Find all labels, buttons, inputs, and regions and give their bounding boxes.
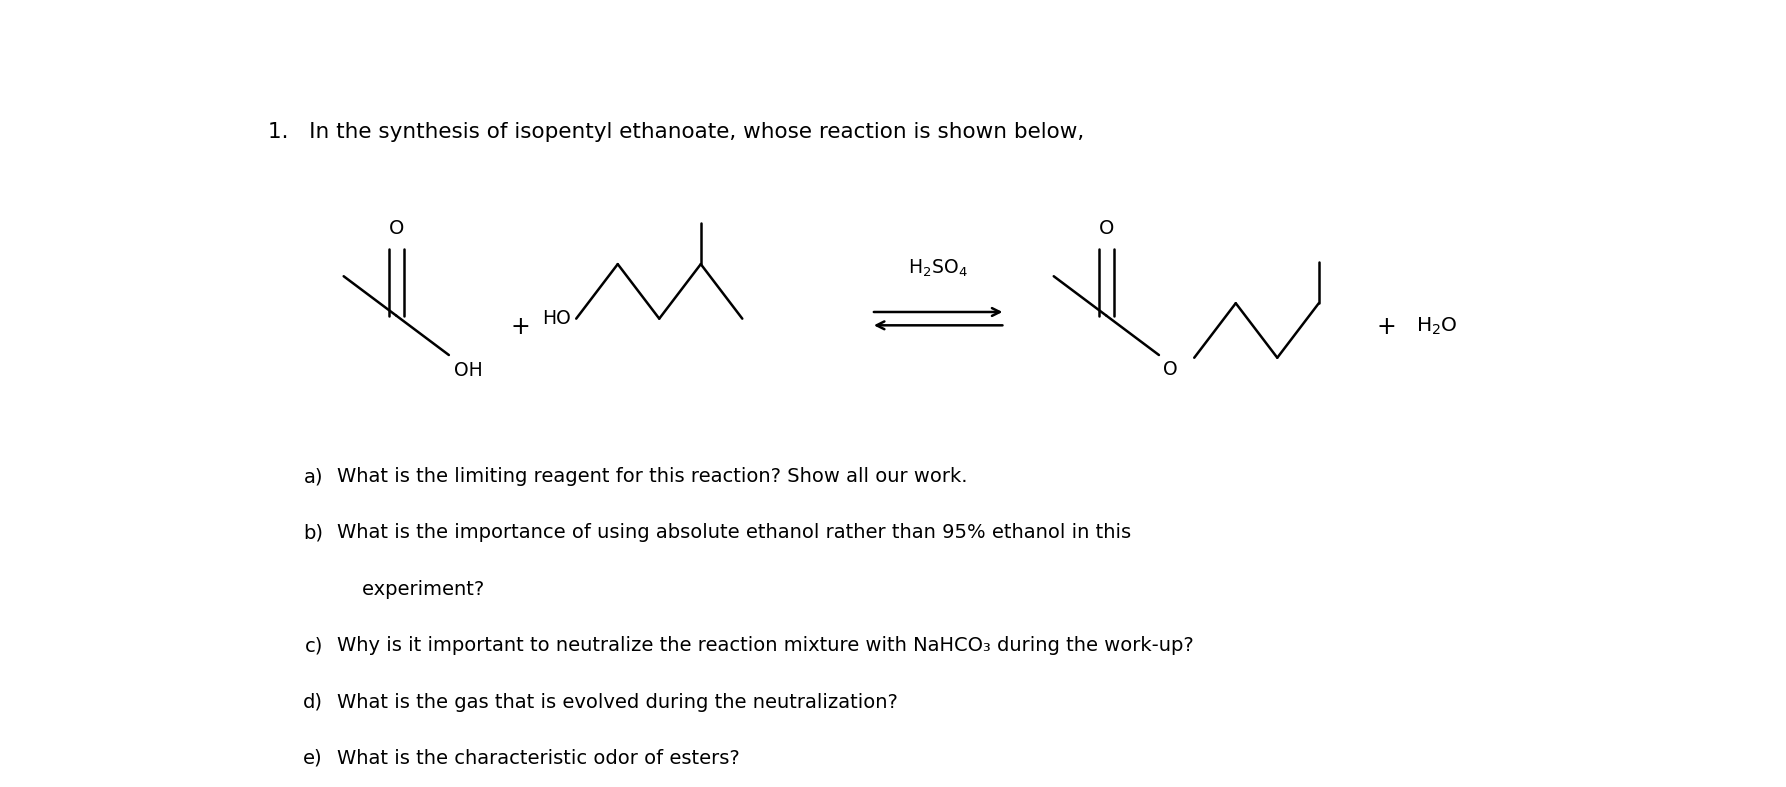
Text: O: O — [389, 219, 404, 238]
Text: What is the gas that is evolved during the neutralization?: What is the gas that is evolved during t… — [338, 693, 898, 711]
Text: What is the importance of using absolute ethanol rather than 95% ethanol in this: What is the importance of using absolute… — [338, 523, 1131, 542]
Text: What is the characteristic odor of esters?: What is the characteristic odor of ester… — [338, 749, 739, 768]
Text: Why is it important to neutralize the reaction mixture with NaHCO₃ during the wo: Why is it important to neutralize the re… — [338, 636, 1193, 656]
Text: O: O — [1163, 360, 1177, 379]
Text: OH: OH — [454, 361, 484, 380]
Text: a): a) — [304, 467, 323, 486]
Text: b): b) — [304, 523, 323, 542]
Text: +: + — [1375, 315, 1397, 338]
Text: 1.   In the synthesis of isopentyl ethanoate, whose reaction is shown below,: 1. In the synthesis of isopentyl ethanoa… — [268, 122, 1084, 142]
Text: HO: HO — [541, 309, 572, 328]
Text: +: + — [511, 315, 530, 338]
Text: O: O — [1098, 219, 1114, 238]
Text: H$_2$O: H$_2$O — [1416, 316, 1457, 337]
Text: What is the limiting reagent for this reaction? Show all our work.: What is the limiting reagent for this re… — [338, 467, 968, 486]
Text: d): d) — [304, 693, 323, 711]
Text: c): c) — [305, 636, 323, 656]
Text: experiment?: experiment? — [338, 580, 484, 599]
Text: H$_2$SO$_4$: H$_2$SO$_4$ — [909, 257, 968, 279]
Text: e): e) — [304, 749, 323, 768]
